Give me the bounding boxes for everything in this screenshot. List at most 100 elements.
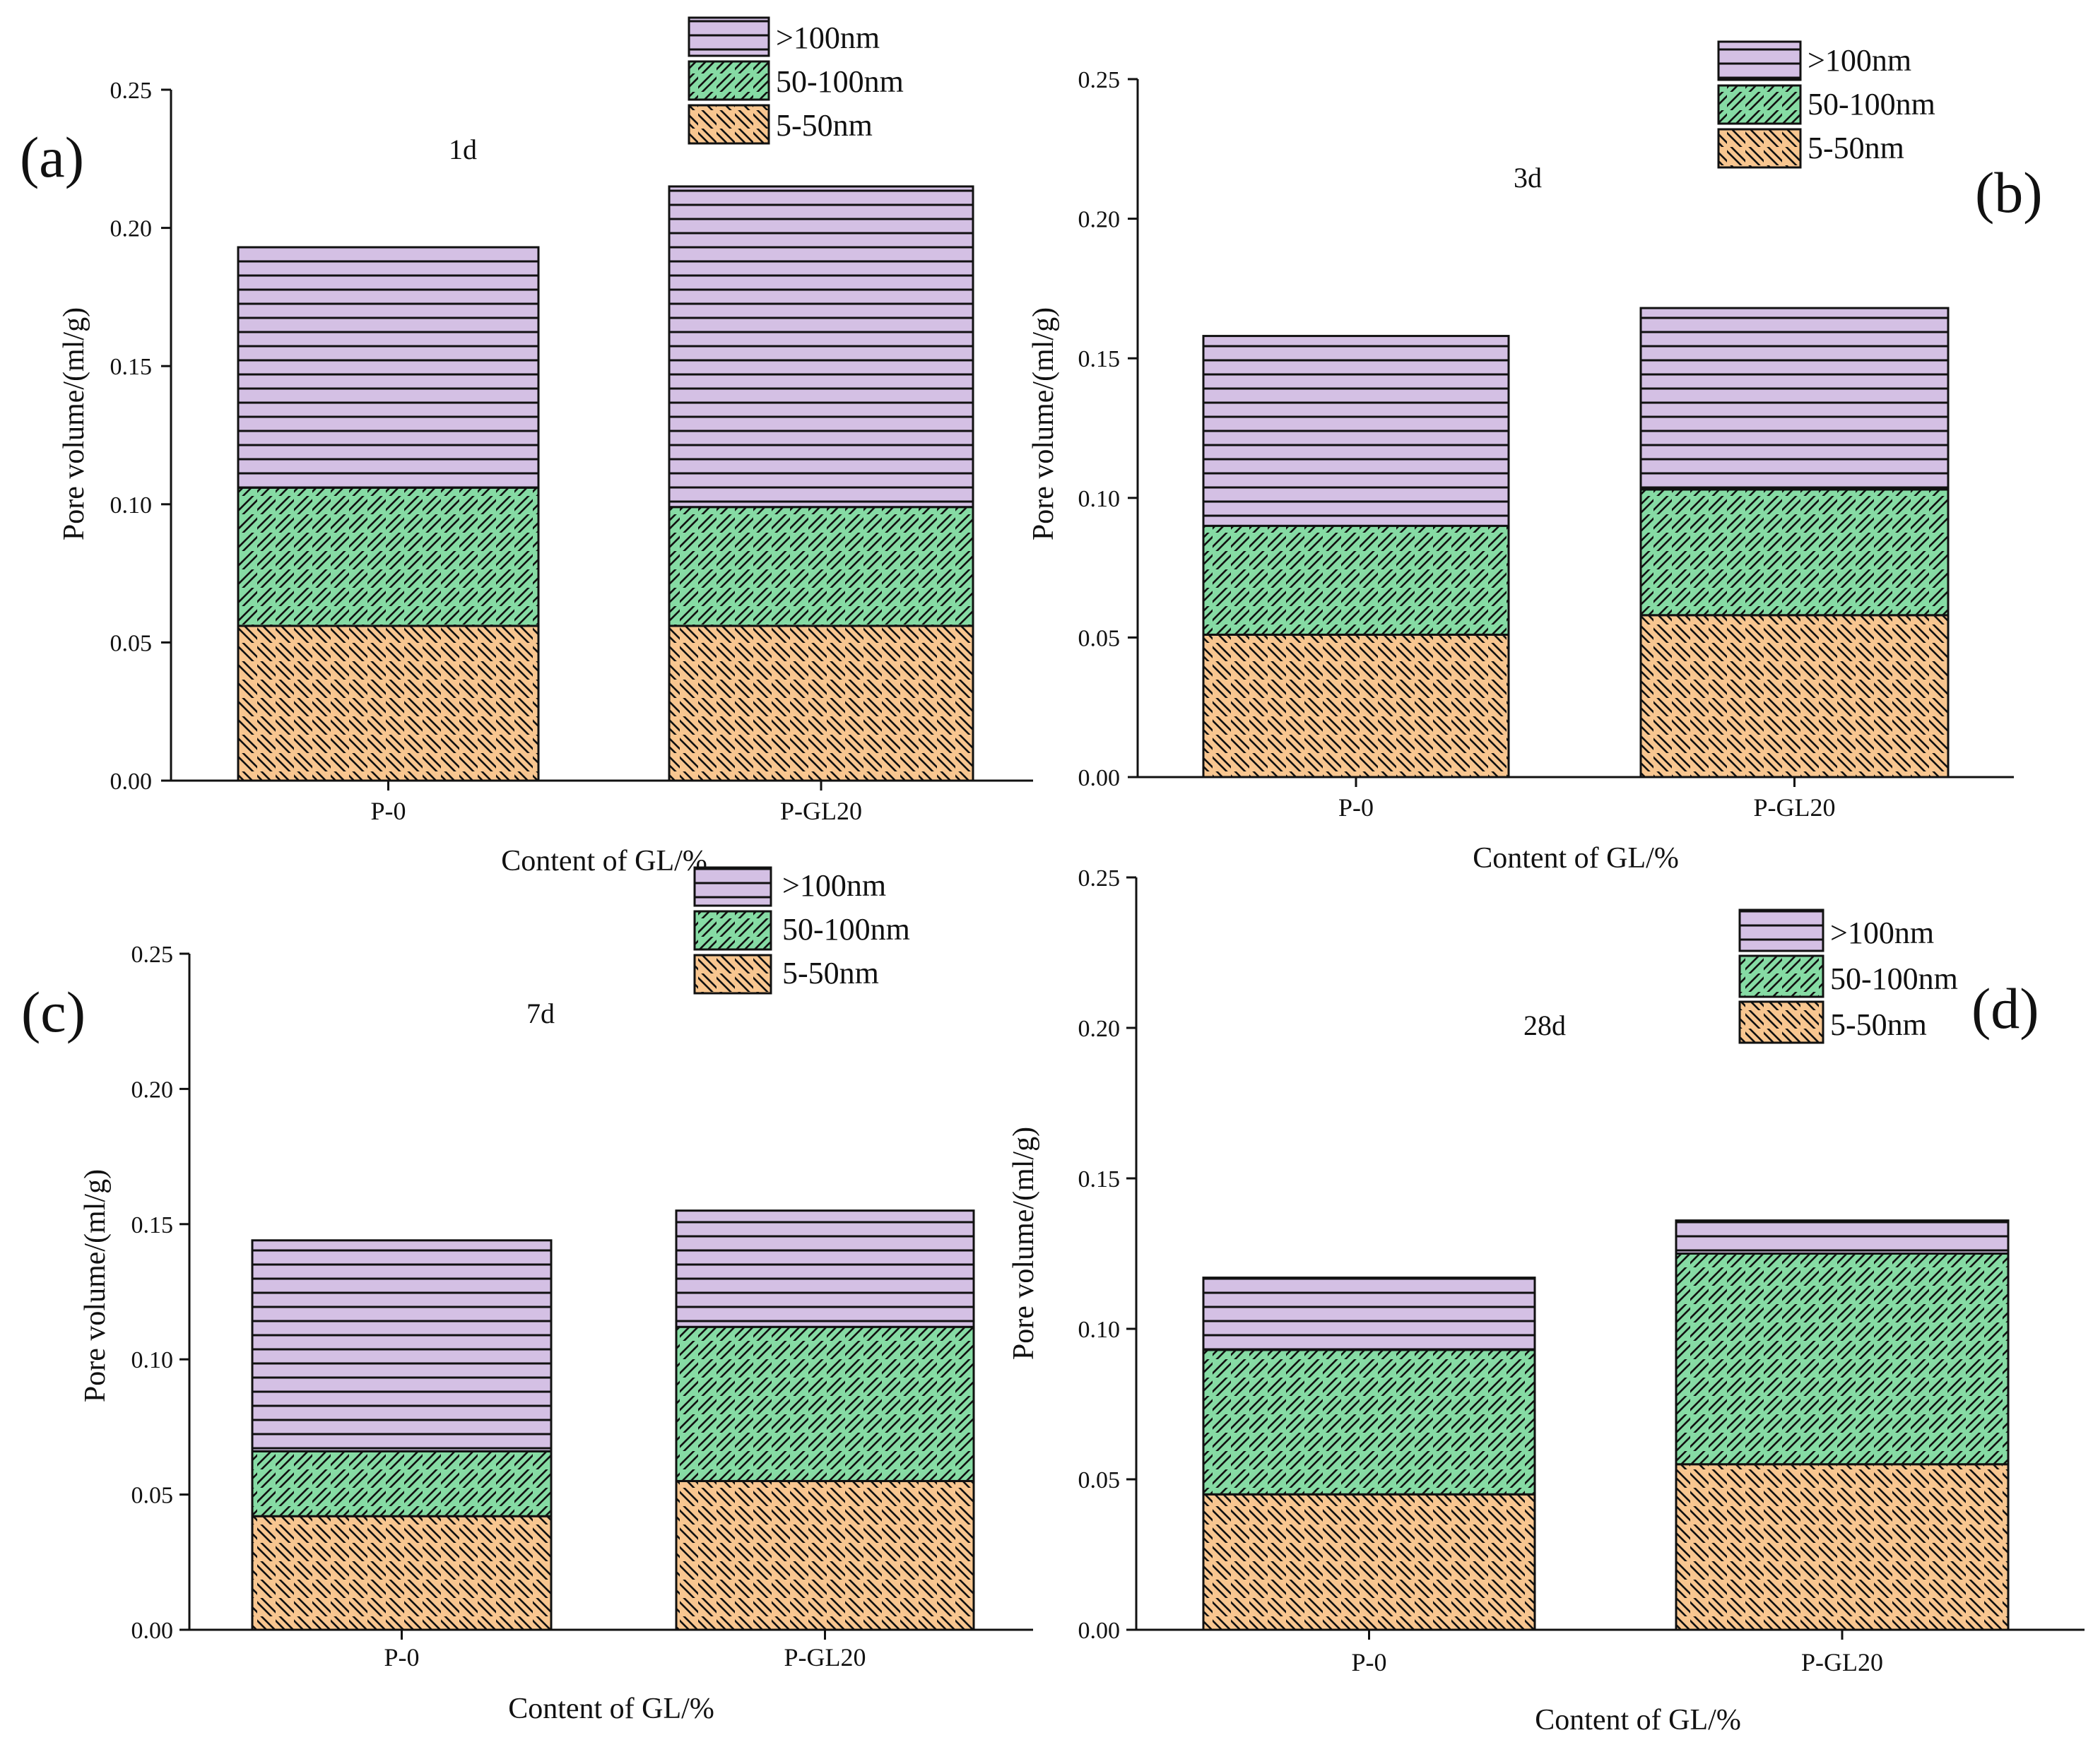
y-tick-label: 0.15 — [1078, 1166, 1121, 1192]
x-category-label: P-GL20 — [1801, 1648, 1883, 1676]
bar-gt-100nm-p-0 — [1202, 335, 1510, 527]
y-axis-ticks: 0.00 0.05 0.10 0.15 0.20 0.25 — [1078, 67, 1121, 791]
bar-gt-100nm-p-0 — [237, 246, 540, 489]
y-axis-ticks: 0.00 0.05 0.10 0.15 0.20 0.25 — [131, 942, 174, 1644]
legend-label: >100nm — [782, 868, 886, 903]
chart-title: 7d — [526, 998, 555, 1029]
axes — [179, 952, 1033, 1640]
y-tick-label: 0.20 — [131, 1077, 174, 1103]
x-axis-label: Content of GL/% — [1535, 1704, 1741, 1736]
legend-swatch — [1738, 1000, 1824, 1044]
y-tick-label: 0.05 — [1078, 1467, 1121, 1493]
bar-5-50nm-p-gl20 — [675, 1479, 975, 1631]
x-axis-label: Content of GL/% — [1473, 842, 1679, 875]
bar-5-50nm-p-gl20 — [1675, 1463, 2010, 1631]
legend-swatch — [693, 866, 772, 907]
chart-panel-d: (d) 28d Pore volume/(ml/g) Content of GL… — [1008, 865, 2085, 1736]
bar-gt-100nm-p-0 — [1202, 1277, 1536, 1351]
y-axis-label: Pore volume/(ml/g) — [1008, 1127, 1040, 1360]
x-category-label: P-0 — [384, 1643, 419, 1671]
bar-50-100nm-p-gl20 — [668, 506, 974, 627]
legend-label: 5-50nm — [776, 108, 873, 143]
chart-title: 3d — [1514, 162, 1542, 194]
chart-title: 28d — [1523, 1010, 1566, 1041]
y-tick-label: 0.25 — [110, 78, 153, 104]
y-tick-label: 0.00 — [110, 769, 153, 795]
y-tick-label: 0.10 — [1078, 486, 1121, 512]
y-tick-label: 0.05 — [1078, 625, 1121, 651]
legend-swatch — [1738, 954, 1824, 998]
bar-50-100nm-p-gl20 — [1639, 488, 1950, 617]
y-tick-label: 0.25 — [1078, 67, 1121, 93]
bar-gt-100nm-p-gl20 — [1639, 307, 1950, 491]
y-tick-label: 0.20 — [1078, 1016, 1121, 1042]
bar-50-100nm-p-gl20 — [1675, 1253, 2010, 1466]
x-category-label: P-0 — [370, 797, 406, 825]
y-tick-label: 0.05 — [131, 1483, 174, 1509]
bar-gt-100nm-p-gl20 — [668, 185, 974, 509]
y-axis-label: Pore volume/(ml/g) — [79, 1169, 112, 1402]
x-category-label: P-GL20 — [1754, 793, 1836, 822]
legend-swatch — [1717, 40, 1802, 81]
legend-swatch — [693, 910, 772, 951]
bar-5-50nm-p-gl20 — [1639, 614, 1950, 779]
chart-panel-a: (a) 1d Pore volume/(ml/g) Content of GL/… — [20, 16, 1033, 877]
y-tick-label: 0.00 — [131, 1618, 174, 1644]
y-tick-label: 0.00 — [1078, 765, 1121, 791]
bar-50-100nm-p-0 — [237, 486, 540, 627]
legend-label: >100nm — [776, 20, 880, 55]
y-tick-label: 0.10 — [110, 492, 153, 519]
bars — [1202, 307, 1950, 779]
y-tick-label: 0.25 — [1078, 865, 1121, 892]
y-tick-label: 0.10 — [131, 1347, 174, 1373]
x-category-label: P-0 — [1351, 1648, 1386, 1676]
legend-label: 50-100nm — [776, 64, 904, 99]
y-tick-label: 0.20 — [1078, 207, 1121, 233]
legend-swatch — [688, 60, 770, 101]
legend-label: 5-50nm — [1808, 131, 1904, 165]
legend-swatch — [688, 16, 770, 57]
legend-label: >100nm — [1808, 43, 1911, 78]
chart-panel-c: (c) 7d Pore volume/(ml/g) Content of GL/… — [21, 866, 1033, 1725]
legend-swatch — [688, 104, 770, 145]
axes — [1126, 876, 2085, 1640]
bar-5-50nm-p-gl20 — [668, 624, 974, 782]
x-category-label: P-GL20 — [780, 797, 862, 825]
legend: >100nm 50-100nm 5-50nm — [1738, 908, 1958, 1044]
legend-label: 5-50nm — [782, 956, 879, 990]
legend: >100nm 50-100nm 5-50nm — [693, 866, 910, 995]
bar-50-100nm-p-0 — [1202, 524, 1510, 636]
y-tick-label: 0.20 — [110, 216, 153, 242]
axes — [161, 88, 1033, 791]
bars — [237, 185, 974, 782]
bars — [251, 1209, 975, 1631]
legend-label: 5-50nm — [1830, 1007, 1927, 1042]
legend-swatch — [1738, 908, 1824, 952]
y-axis-ticks: 0.00 0.05 0.10 0.15 0.20 0.25 — [110, 78, 153, 795]
chart-title: 1d — [449, 134, 477, 165]
panel-label: (d) — [1971, 976, 2039, 1041]
axes — [1128, 78, 2014, 787]
x-axis-label: Content of GL/% — [501, 845, 707, 877]
panel-label: (b) — [1975, 160, 2043, 225]
bar-gt-100nm-p-gl20 — [1675, 1219, 2010, 1255]
legend-label: 50-100nm — [1808, 87, 1935, 122]
y-tick-label: 0.05 — [110, 630, 153, 656]
y-axis-label: Pore volume/(ml/g) — [1027, 307, 1060, 540]
legend-swatch — [1717, 128, 1802, 169]
legend-swatch — [1717, 84, 1802, 125]
bar-50-100nm-p-gl20 — [675, 1325, 975, 1482]
bars — [1202, 1219, 2010, 1631]
x-category-label: P-GL20 — [784, 1643, 866, 1671]
legend: >100nm 50-100nm 5-50nm — [1717, 40, 1935, 169]
y-tick-label: 0.15 — [131, 1212, 174, 1238]
y-tick-label: 0.00 — [1078, 1618, 1121, 1644]
legend-label: >100nm — [1830, 916, 1934, 950]
panel-label: (c) — [21, 980, 86, 1044]
bar-5-50nm-p-0 — [1202, 1493, 1536, 1631]
chart-panel-b: (b) 3d Pore volume/(ml/g) Content of GL/… — [1027, 40, 2043, 875]
legend-label: 50-100nm — [782, 912, 910, 947]
bar-5-50nm-p-0 — [1202, 633, 1510, 779]
bar-50-100nm-p-0 — [1202, 1349, 1536, 1496]
